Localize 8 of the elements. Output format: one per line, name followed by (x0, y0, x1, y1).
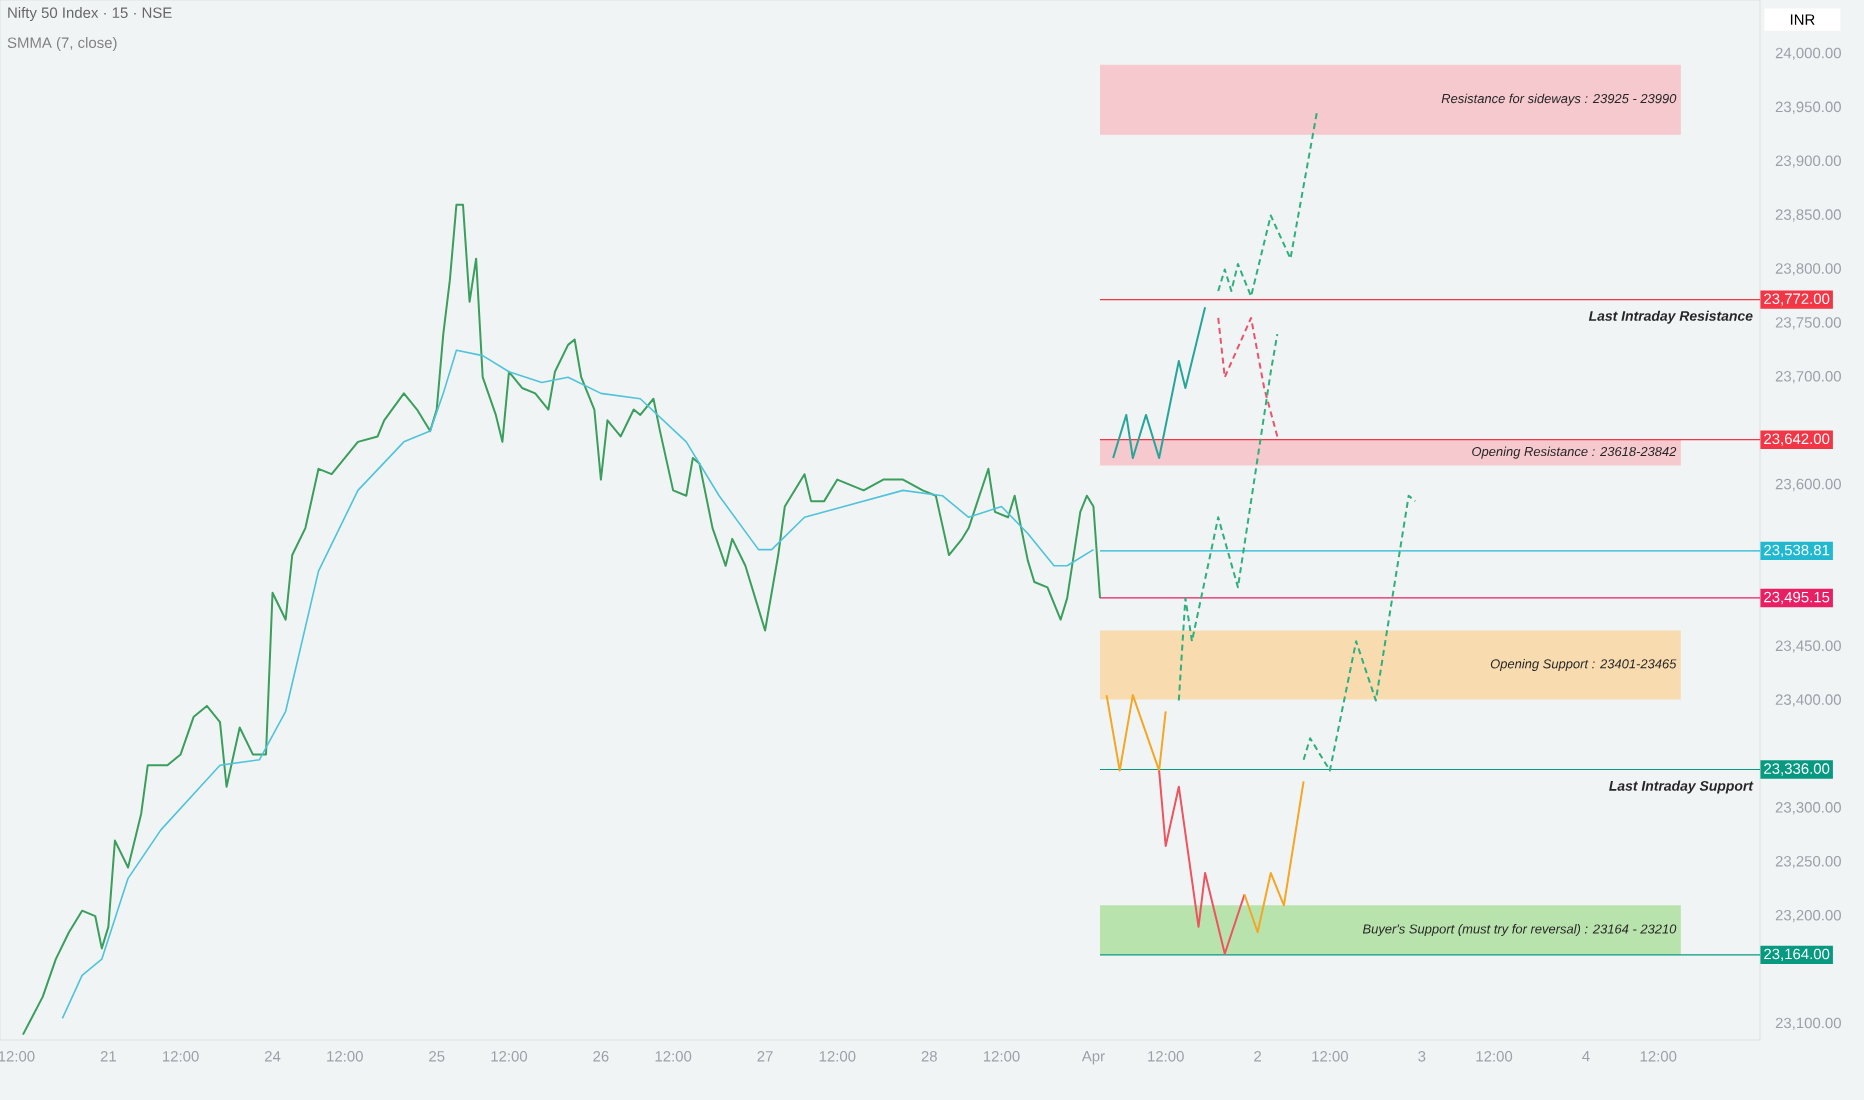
line-series (1158, 769, 1246, 955)
line-series (1302, 494, 1417, 772)
line-series (1112, 306, 1207, 460)
line-series (1217, 112, 1318, 298)
line-series (1243, 780, 1305, 934)
line-series (61, 349, 1095, 1020)
line-series (1217, 316, 1279, 438)
line-series (1177, 333, 1279, 702)
